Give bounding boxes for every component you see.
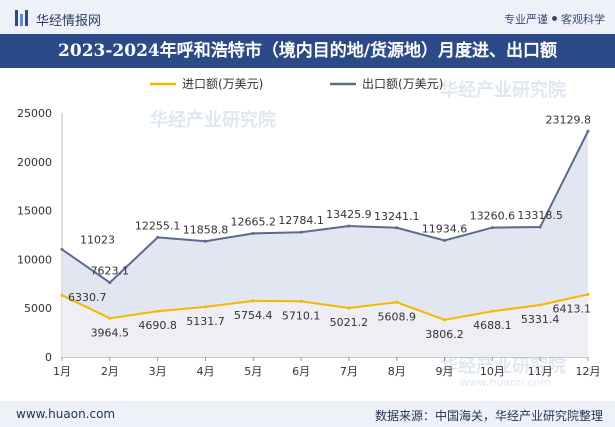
import-data-label: 5131.7 (186, 315, 225, 328)
x-tick-label: 4月 (196, 365, 214, 378)
export-point (586, 129, 590, 133)
chart-title: 2023-2024年呼和浩特市（境内目的地/货源地）月度进、出口额 (0, 34, 615, 68)
watermark-text: 华经产业研究院 (440, 355, 566, 377)
export-point (395, 226, 399, 230)
export-data-label: 13241.1 (374, 210, 420, 223)
x-tick-label: 7月 (340, 365, 358, 378)
website-link[interactable]: www.huaon.com (16, 407, 116, 421)
export-data-label: 11934.6 (422, 223, 468, 236)
huajing-logo-icon (15, 10, 28, 26)
export-point (299, 230, 303, 234)
x-tick-label: 12月 (576, 365, 601, 378)
brand-name: 华经情报网 (36, 14, 102, 29)
export-data-label: 11023 (80, 233, 115, 246)
export-data-label: 13318.5 (517, 209, 563, 222)
x-tick-label: 1月 (53, 365, 71, 378)
export-data-label: 13260.6 (470, 210, 516, 223)
import-area-fill (62, 294, 588, 357)
export-data-label: 12255.1 (135, 219, 181, 232)
y-tick-label: 5000 (24, 302, 52, 315)
chart-area: 华经产业研究院华经产业研究院华经产业研究院www.huaon.com进口额(万美… (17, 77, 601, 389)
legend-label-1: 进口额(万美元) (182, 77, 263, 91)
export-data-label: 7623.1 (91, 265, 130, 278)
y-tick-label: 10000 (17, 253, 52, 266)
slogan-right: 客观科学 (561, 13, 605, 26)
import-data-label: 5754.4 (234, 309, 273, 322)
import-data-label: 4690.8 (138, 319, 177, 332)
watermark-text: 华经产业研究院 (440, 79, 566, 101)
export-point (538, 225, 542, 229)
import-point (108, 316, 112, 320)
import-data-label: 6413.1 (553, 302, 592, 315)
x-tick-label: 11月 (528, 365, 553, 378)
import-point (538, 303, 542, 307)
import-point (60, 293, 64, 297)
export-point (251, 231, 255, 235)
import-data-label: 5331.4 (521, 313, 560, 326)
export-area-fill (62, 131, 588, 357)
legend-label-2: 出口额(万美元) (362, 77, 443, 91)
import-point (203, 305, 207, 309)
import-data-label: 3806.2 (425, 328, 464, 341)
import-data-label: 6330.7 (68, 291, 107, 304)
slogan: 专业严谨 客观科学 (504, 11, 605, 27)
import-data-label: 4688.1 (473, 319, 512, 332)
import-point (347, 306, 351, 310)
dot-separator-icon (552, 16, 557, 21)
export-data-label: 12784.1 (278, 214, 324, 227)
slogan-left: 专业严谨 (504, 13, 548, 26)
data-source: 数据来源：中国海关，华经产业研究院整理 (374, 409, 603, 423)
import-point (299, 299, 303, 303)
import-point (586, 292, 590, 296)
import-point (443, 318, 447, 322)
export-data-label: 23129.8 (546, 113, 592, 126)
x-tick-label: 3月 (149, 365, 167, 378)
import-point (251, 299, 255, 303)
export-data-label: 12665.2 (231, 215, 277, 228)
export-point (347, 224, 351, 228)
x-tick-label: 5月 (244, 365, 262, 378)
bottom-bar: www.huaon.com 数据来源：中国海关，华经产业研究院整理 (0, 401, 615, 427)
import-point (395, 300, 399, 304)
export-data-label: 13425.9 (326, 208, 372, 221)
import-data-label: 5608.9 (377, 310, 416, 323)
x-tick-label: 2月 (101, 365, 119, 378)
y-tick-label: 25000 (17, 107, 52, 120)
import-point (490, 309, 494, 313)
x-tick-label: 6月 (292, 365, 310, 378)
export-point (108, 281, 112, 285)
export-point (443, 239, 447, 243)
import-data-label: 5021.2 (330, 316, 369, 329)
export-point (156, 235, 160, 239)
import-series-line (61, 293, 589, 321)
import-data-label: 3964.5 (91, 326, 130, 339)
x-tick-label: 10月 (480, 365, 505, 378)
y-tick-label: 15000 (17, 205, 52, 218)
x-tick-label: 8月 (388, 365, 406, 378)
export-data-label: 11858.8 (183, 223, 229, 236)
y-tick-label: 0 (45, 351, 52, 364)
import-point (156, 309, 160, 313)
import-data-label: 5710.1 (282, 309, 321, 322)
top-bar: 华经情报网 专业严谨 客观科学 (0, 0, 615, 34)
export-series-line (61, 130, 589, 284)
x-tick-label: 9月 (436, 365, 454, 378)
y-tick-label: 20000 (17, 156, 52, 169)
watermark-url: www.huaon.com (460, 376, 551, 389)
export-point (490, 226, 494, 230)
watermark-text: 华经产业研究院 (150, 109, 276, 131)
export-point (60, 247, 64, 251)
export-point (203, 239, 207, 243)
